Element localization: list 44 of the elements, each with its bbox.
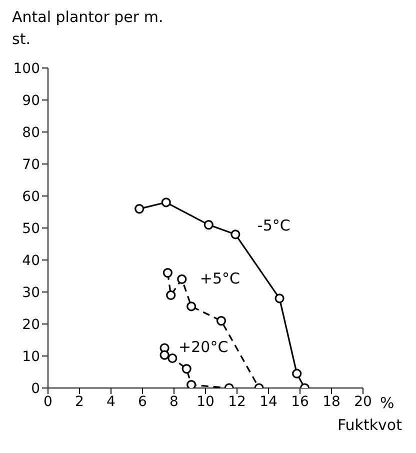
point xyxy=(182,364,192,374)
y-tick-label: 50 xyxy=(22,220,40,237)
x-tick-label: 14 xyxy=(260,394,278,410)
y-axis-title: Antal plantor per m. xyxy=(12,8,164,26)
point xyxy=(274,294,284,304)
x-tick-label: 2 xyxy=(75,394,84,410)
y-tick-label: 30 xyxy=(22,284,40,301)
series-label: +5°C xyxy=(200,269,240,288)
y-tick-label: 100 xyxy=(13,60,40,77)
y-tick-label: 0 xyxy=(31,380,40,397)
point xyxy=(204,220,214,230)
point xyxy=(161,198,171,208)
y-tick-label: 80 xyxy=(22,124,40,141)
point xyxy=(160,350,170,360)
x-tick-label: 20 xyxy=(354,394,372,410)
x-tick-label: 10 xyxy=(196,394,214,410)
text: % xyxy=(380,394,394,412)
y-tick-label: 20 xyxy=(22,316,40,333)
x-tick-label: 8 xyxy=(170,394,178,410)
point xyxy=(177,274,187,284)
x-tick-label: 0 xyxy=(44,394,52,410)
point xyxy=(166,290,176,300)
x-tick-label: 18 xyxy=(322,394,340,410)
series-label: -5°C xyxy=(257,216,290,235)
point xyxy=(168,353,178,364)
point xyxy=(162,268,172,278)
x-axis-title: Fuktkvot xyxy=(337,416,402,434)
point xyxy=(292,368,302,378)
y-tick-label: 40 xyxy=(22,252,40,269)
text: st. xyxy=(12,30,30,48)
y-tick-label: 60 xyxy=(22,188,40,205)
x-tick-label: 6 xyxy=(138,394,148,410)
series-label: +20°C xyxy=(178,338,228,356)
y-tick-label: 10 xyxy=(22,348,40,365)
y-tick-label: 70 xyxy=(22,156,40,173)
point xyxy=(186,380,196,388)
x-tick-label: 12 xyxy=(228,394,246,410)
x-tick-label: 4 xyxy=(106,394,116,410)
x-tick-label: 16 xyxy=(291,394,309,410)
point xyxy=(230,230,240,240)
point xyxy=(134,204,144,214)
point xyxy=(216,316,226,326)
y-tick-label: 90 xyxy=(22,92,40,109)
point xyxy=(186,302,196,312)
